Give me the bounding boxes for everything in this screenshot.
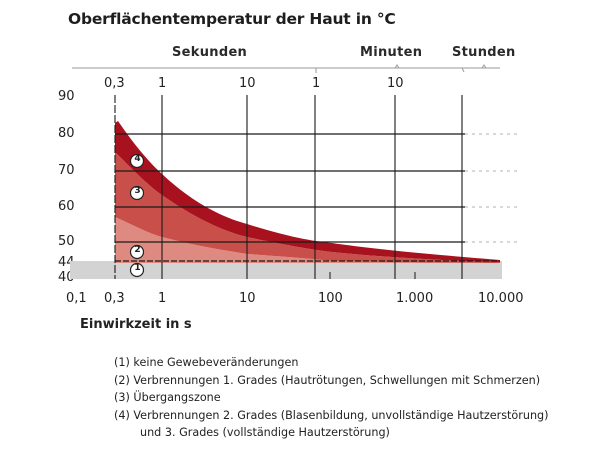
top-axis-group-minutes: Minuten bbox=[360, 45, 423, 60]
zone-2-area bbox=[115, 217, 500, 263]
zone-marker-3 bbox=[129, 185, 145, 201]
x-axis-title: Einwirkzeit in s bbox=[80, 317, 192, 332]
top-time-bracket bbox=[72, 64, 500, 73]
zone-marker-3-label: 3 bbox=[134, 186, 141, 196]
legend-item-4: (4) Verbrennungen 2. Grades (Blasenbildu… bbox=[114, 408, 549, 422]
top-tick-1min: 1 bbox=[312, 76, 321, 91]
legend: (1) keine Gewebeveränderungen (2) Verbre… bbox=[114, 354, 549, 442]
zone-marker-4 bbox=[129, 153, 145, 169]
y-tick-60: 60 bbox=[58, 199, 75, 214]
x-tick-0-3: 0,3 bbox=[104, 291, 125, 306]
legend-item-2: (2) Verbrennungen 1. Grades (Hautrötunge… bbox=[114, 373, 541, 387]
x-tick-10000: 10.000 bbox=[478, 291, 524, 306]
y-tick-90: 90 bbox=[58, 89, 75, 104]
legend-item-3: (3) Übergangszone bbox=[114, 391, 221, 404]
zone-marker-2 bbox=[129, 244, 145, 260]
top-tick-0-3s: 0,3 bbox=[104, 76, 125, 91]
x-tick-100: 100 bbox=[318, 291, 343, 306]
zone-1-area bbox=[70, 261, 502, 279]
x-tick-10: 10 bbox=[239, 291, 256, 306]
x-tick-1000: 1.000 bbox=[396, 291, 434, 306]
zone-3-area bbox=[115, 152, 500, 263]
legend-item-1: (1) keine Gewebeveränderungen bbox=[114, 356, 299, 369]
grid-horizontal bbox=[115, 133, 500, 262]
top-axis-group-hours: Stunden bbox=[452, 45, 516, 60]
y-tick-50: 50 bbox=[58, 234, 75, 249]
top-tick-1s: 1 bbox=[158, 76, 167, 91]
zone-marker-1 bbox=[129, 262, 145, 278]
x-tick-0-1: 0,1 bbox=[66, 291, 87, 306]
top-tick-10s: 10 bbox=[239, 76, 256, 91]
zone-marker-1-label: 1 bbox=[134, 263, 141, 273]
y-tick-70: 70 bbox=[58, 163, 75, 178]
zone-marker-4-label: 4 bbox=[134, 154, 141, 164]
chart-title: Oberflächentemperatur der Haut in °C bbox=[68, 10, 396, 28]
top-tick-10min: 10 bbox=[387, 76, 404, 91]
top-axis-group-seconds: Sekunden bbox=[172, 45, 248, 60]
grid-vertical bbox=[114, 95, 463, 279]
x-tick-1: 1 bbox=[158, 291, 167, 306]
zone-marker-2-label: 2 bbox=[134, 245, 141, 255]
y-tick-80: 80 bbox=[58, 126, 75, 141]
legend-item-4-continued: und 3. Grades (vollständige Hautzerstöru… bbox=[140, 426, 390, 439]
